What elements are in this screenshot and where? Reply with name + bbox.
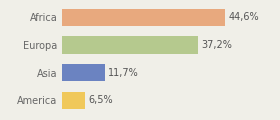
Text: 11,7%: 11,7% — [108, 68, 138, 78]
Text: 6,5%: 6,5% — [88, 95, 113, 105]
Bar — [62, 36, 198, 54]
Bar — [62, 9, 225, 26]
Bar — [62, 64, 104, 81]
Bar — [62, 92, 85, 109]
Text: 37,2%: 37,2% — [201, 40, 232, 50]
Text: 44,6%: 44,6% — [228, 12, 259, 22]
